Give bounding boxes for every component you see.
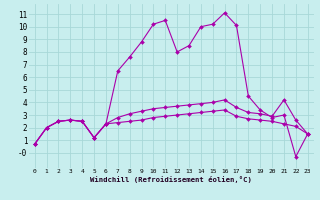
X-axis label: Windchill (Refroidissement éolien,°C): Windchill (Refroidissement éolien,°C) <box>90 176 252 183</box>
